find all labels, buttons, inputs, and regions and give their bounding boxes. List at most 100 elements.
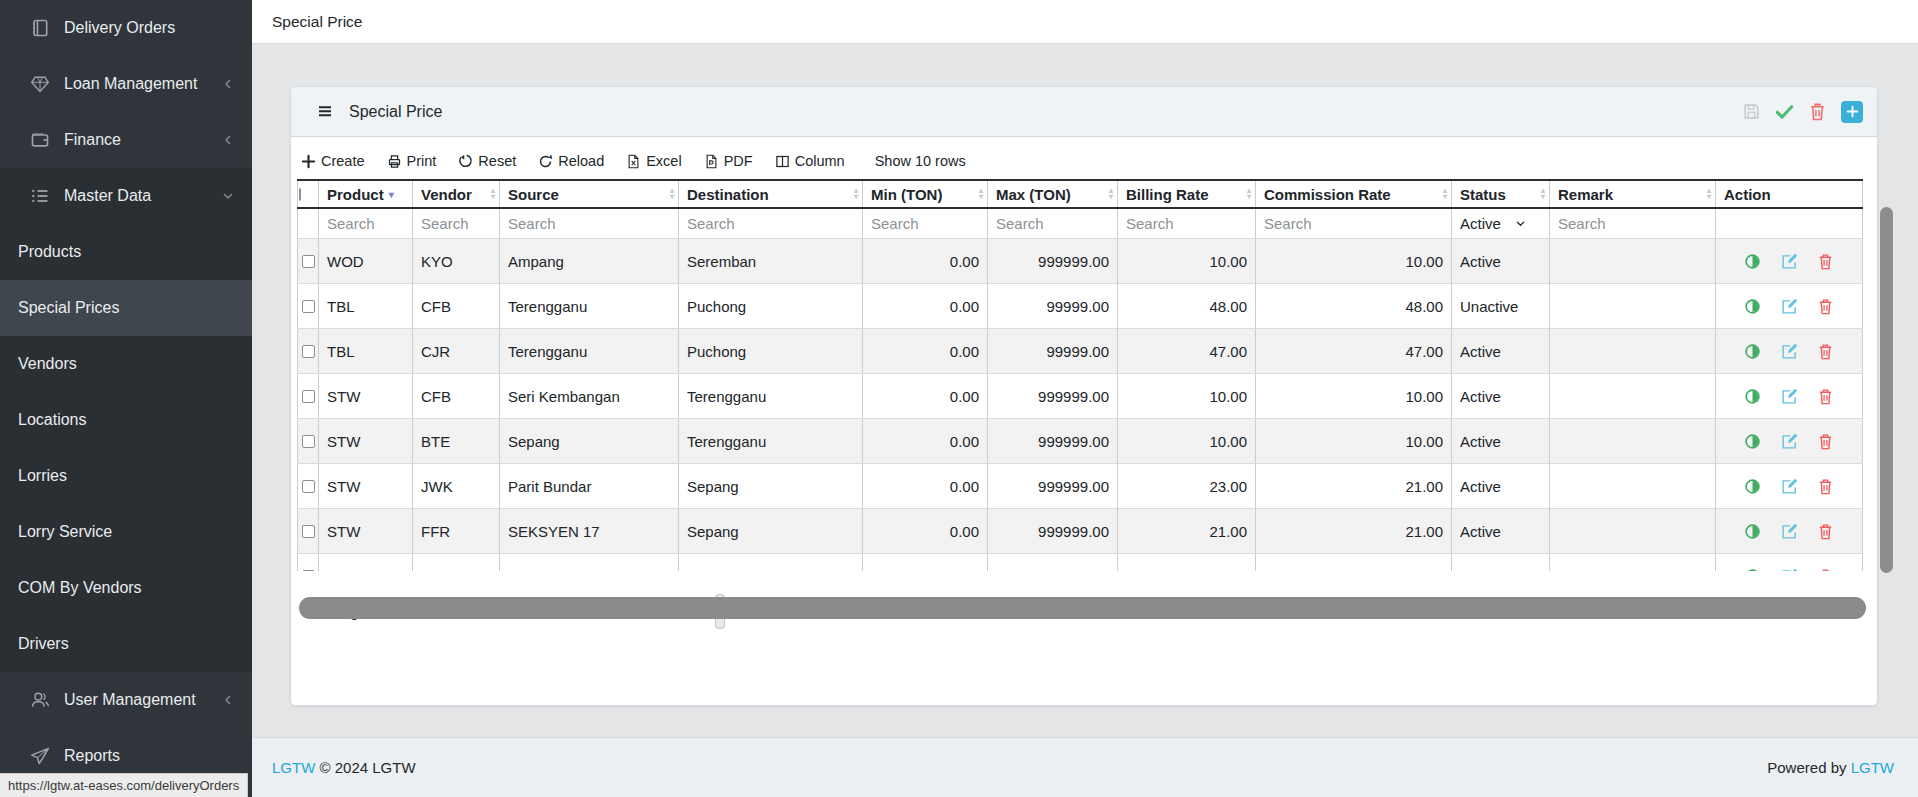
search-input-billing-rate[interactable]	[1126, 215, 1247, 232]
cell-status: Unactive	[1452, 284, 1550, 328]
vertical-scrollbar[interactable]	[1880, 207, 1893, 573]
column-header-commission-rate[interactable]: Commission Rate▴▾	[1256, 181, 1452, 207]
row-checkbox[interactable]	[302, 480, 315, 493]
print-button[interactable]: Print	[387, 153, 437, 169]
delete-icon[interactable]	[1817, 253, 1834, 270]
edit-icon[interactable]	[1781, 343, 1798, 360]
row-checkbox[interactable]	[302, 345, 315, 358]
view-icon[interactable]	[1744, 253, 1761, 270]
edit-icon[interactable]	[1781, 433, 1798, 450]
column-header-remark[interactable]: Remark▴▾	[1550, 181, 1716, 207]
search-input-max-ton[interactable]	[996, 215, 1109, 232]
sidebar-item-delivery-orders[interactable]: Delivery Orders	[0, 0, 252, 56]
cell-status: Active	[1452, 329, 1550, 373]
view-icon[interactable]	[1744, 388, 1761, 405]
cell-max: 999999.00	[988, 239, 1118, 283]
column-header-destination[interactable]: Destination▴▾	[679, 181, 863, 207]
search-input-source[interactable]	[508, 215, 670, 232]
horizontal-scrollbar[interactable]	[299, 597, 1866, 619]
row-checkbox[interactable]	[302, 525, 315, 538]
search-input-destination[interactable]	[687, 215, 854, 232]
edit-icon[interactable]	[1781, 568, 1798, 572]
view-icon[interactable]	[1744, 433, 1761, 450]
cell-source: Parit Bundar	[500, 464, 679, 508]
column-header-label: Min (TON)	[871, 186, 942, 203]
row-checkbox[interactable]	[302, 300, 315, 313]
show-rows-button[interactable]: Show 10 rows	[875, 153, 966, 169]
sidebar-item-drivers[interactable]: Drivers	[0, 616, 252, 672]
cell-action	[1716, 284, 1863, 328]
hamburger-icon[interactable]	[315, 104, 335, 120]
excel-button[interactable]: Excel	[626, 153, 681, 169]
sidebar-item-special-prices[interactable]: Special Prices	[0, 280, 252, 336]
edit-icon[interactable]	[1781, 253, 1798, 270]
browser-status-url: https://lgtw.at-eases.com/deliveryOrders	[0, 773, 248, 797]
footer-brand-link[interactable]: LGTW	[272, 759, 315, 776]
search-input-min-ton[interactable]	[871, 215, 979, 232]
row-checkbox[interactable]	[302, 390, 315, 403]
cell-max: 999999.00	[988, 554, 1118, 571]
column-header-vendor[interactable]: Vendor▴▾	[413, 181, 500, 207]
column-button[interactable]: Column	[775, 153, 845, 169]
search-input-product[interactable]	[327, 215, 404, 232]
edit-icon[interactable]	[1781, 478, 1798, 495]
add-button[interactable]	[1841, 101, 1863, 123]
column-header-min-ton[interactable]: Min (TON)▴▾	[863, 181, 988, 207]
delete-icon[interactable]	[1817, 433, 1834, 450]
edit-icon[interactable]	[1781, 298, 1798, 315]
delete-icon[interactable]	[1817, 298, 1834, 315]
cell-source: SEKSYEN 17	[500, 554, 679, 571]
search-input-vendor[interactable]	[421, 215, 491, 232]
column-header-product[interactable]: Product▾	[319, 181, 413, 207]
cell-max: 99999.00	[988, 284, 1118, 328]
column-header-billing-rate[interactable]: Billing Rate▴▾	[1118, 181, 1256, 207]
column-header-source[interactable]: Source▴▾	[500, 181, 679, 207]
save-icon[interactable]	[1742, 102, 1761, 121]
delete-trash-icon[interactable]	[1808, 102, 1827, 121]
sidebar-item-com-by-vendors[interactable]: COM By Vendors	[0, 560, 252, 616]
view-icon[interactable]	[1744, 343, 1761, 360]
confirm-check-icon[interactable]	[1775, 102, 1794, 121]
view-icon[interactable]	[1744, 523, 1761, 540]
search-input-remark[interactable]	[1558, 215, 1707, 232]
row-checkbox[interactable]	[302, 435, 315, 448]
column-header-max-ton[interactable]: Max (TON)▴▾	[988, 181, 1118, 207]
status-filter-select[interactable]: Active	[1460, 215, 1541, 232]
sidebar-item-master-data[interactable]: Master Data	[0, 168, 252, 224]
row-checkbox[interactable]	[302, 570, 315, 572]
delete-icon[interactable]	[1817, 523, 1834, 540]
row-checkbox[interactable]	[302, 255, 315, 268]
sort-arrows-icon: ▴▾	[1443, 188, 1447, 200]
sidebar-item-finance[interactable]: Finance	[0, 112, 252, 168]
sidebar-item-locations[interactable]: Locations	[0, 392, 252, 448]
delete-icon[interactable]	[1817, 478, 1834, 495]
pdf-button[interactable]: PDF	[704, 153, 753, 169]
column-header-action[interactable]: Action	[1716, 181, 1863, 207]
delete-icon[interactable]	[1817, 388, 1834, 405]
view-icon[interactable]	[1744, 298, 1761, 315]
sidebar-item-products[interactable]: Products	[0, 224, 252, 280]
search-input-commission-rate[interactable]	[1264, 215, 1443, 232]
sidebar-item-lorry-service[interactable]: Lorry Service	[0, 504, 252, 560]
chevron-left-icon	[222, 78, 234, 90]
cell-product: STW	[319, 554, 413, 571]
delete-icon[interactable]	[1817, 343, 1834, 360]
sidebar-item-loan-management[interactable]: Loan Management	[0, 56, 252, 112]
create-button[interactable]: Create	[301, 153, 365, 169]
filter-cell-action	[1716, 209, 1863, 238]
edit-icon[interactable]	[1781, 523, 1798, 540]
cell-status: Active	[1452, 374, 1550, 418]
delete-icon[interactable]	[1817, 568, 1834, 572]
sidebar-item-lorries[interactable]: Lorries	[0, 448, 252, 504]
sidebar-item-user-management[interactable]: User Management	[0, 672, 252, 728]
select-all-checkbox[interactable]	[299, 188, 301, 201]
reload-button[interactable]: Reload	[538, 153, 604, 169]
sort-desc-icon: ▾	[389, 189, 394, 200]
view-icon[interactable]	[1744, 478, 1761, 495]
column-header-status[interactable]: Status▴▾	[1452, 181, 1550, 207]
edit-icon[interactable]	[1781, 388, 1798, 405]
powered-by-link[interactable]: LGTW	[1851, 759, 1894, 776]
view-icon[interactable]	[1744, 568, 1761, 572]
reset-button[interactable]: Reset	[458, 153, 516, 169]
sidebar-item-vendors[interactable]: Vendors	[0, 336, 252, 392]
